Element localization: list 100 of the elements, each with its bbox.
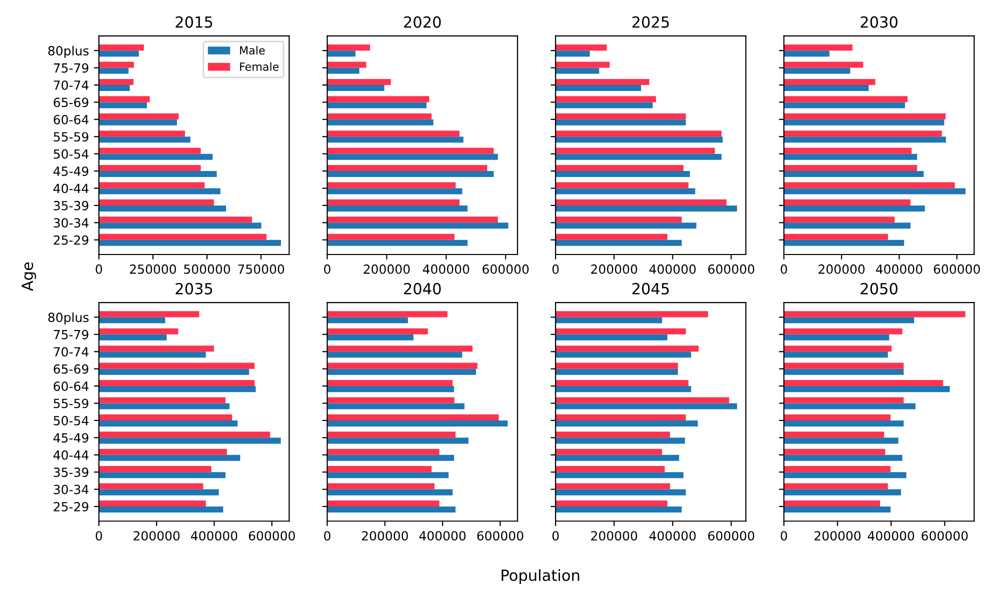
bar [556,352,692,358]
bar [98,403,230,410]
bar [98,171,217,178]
bar [556,334,668,340]
bar [327,489,453,496]
x-tick-label: 400000 [649,531,696,541]
bar [556,96,656,102]
bar [556,472,684,478]
bar [556,84,642,92]
bar [556,205,738,212]
bar [556,403,738,410]
bar [327,44,370,51]
bar [98,136,190,143]
bar [327,222,508,229]
bar [327,148,494,154]
bar [327,84,384,92]
bar [784,414,891,420]
bar [556,165,684,172]
bar [327,240,468,246]
bar [784,130,942,137]
bar [784,96,908,102]
x-tick-label: 400000 [422,264,470,274]
chart-title: 2015 [176,16,212,28]
y-tick-label: 50-54 [54,149,88,159]
x-tick-label: 600000 [708,531,754,541]
chart-title: 2035 [176,282,212,294]
x-tick-label: 200000 [814,531,861,541]
y-tick-label: 25-29 [54,235,88,245]
bar [556,397,730,404]
bar [556,130,722,137]
bar [327,438,468,444]
bar [98,414,232,420]
chart-title: 2020 [404,16,441,28]
bar [556,136,723,143]
y-tick-label: 70-74 [54,347,88,357]
bar [784,438,898,444]
bar [327,119,434,126]
bar [327,454,454,461]
bar [327,506,456,513]
bar [556,483,670,490]
y-tick-label: 40-44 [53,450,88,460]
bar [327,466,432,472]
bar [98,483,204,490]
bar [98,466,212,472]
x-tick-label: 600000 [248,531,295,541]
x-tick-label: 750000 [238,264,284,274]
bar [784,171,924,178]
bar [327,334,414,340]
bar [327,171,494,178]
legend-label: Female [240,62,279,71]
bar [327,78,391,85]
bar [98,500,206,506]
x-tick-label: 200000 [591,531,638,541]
chart-title: 2050 [860,282,898,294]
bar [556,346,699,352]
y-tick-label: 80plus [48,46,89,58]
bar [327,234,454,240]
bar [784,489,902,496]
bar [327,205,468,212]
bar [98,448,227,455]
x-tick-label: 0 [552,531,559,541]
bar [784,240,904,246]
bar [327,50,356,57]
bar [784,188,966,194]
bar [556,171,690,178]
y-tick-label: 25-29 [54,502,88,512]
bar [784,403,916,410]
bar [784,466,891,472]
y-tick-label: 45-49 [53,433,88,443]
bar [784,102,905,108]
x-tick-label: 0 [96,531,102,541]
chart-title: 2045 [632,282,669,294]
bar [784,50,830,57]
bar [98,96,150,102]
bar [327,397,454,404]
bar [556,188,696,194]
bar [98,68,129,74]
bar [556,68,600,74]
bar [556,432,670,438]
bar [556,311,708,318]
bar [98,113,179,120]
bar [98,222,262,229]
bar [327,311,448,318]
chart-title: 2030 [860,16,898,28]
bar [98,346,214,352]
x-axis-title: Population [502,569,580,584]
x-tick-label: 600000 [477,531,524,541]
x-tick-label: 0 [324,264,330,274]
y-tick-label: 65-69 [54,98,88,108]
bar [98,240,281,246]
bar [98,182,205,188]
bar [98,397,226,404]
bar [784,68,850,74]
bar [784,216,895,223]
bar [556,500,668,506]
x-tick-label: 0 [324,531,330,541]
bar [98,78,134,85]
y-tick-label: 75-79 [54,330,88,340]
x-tick-label: 400000 [868,531,914,541]
bar [327,448,440,455]
